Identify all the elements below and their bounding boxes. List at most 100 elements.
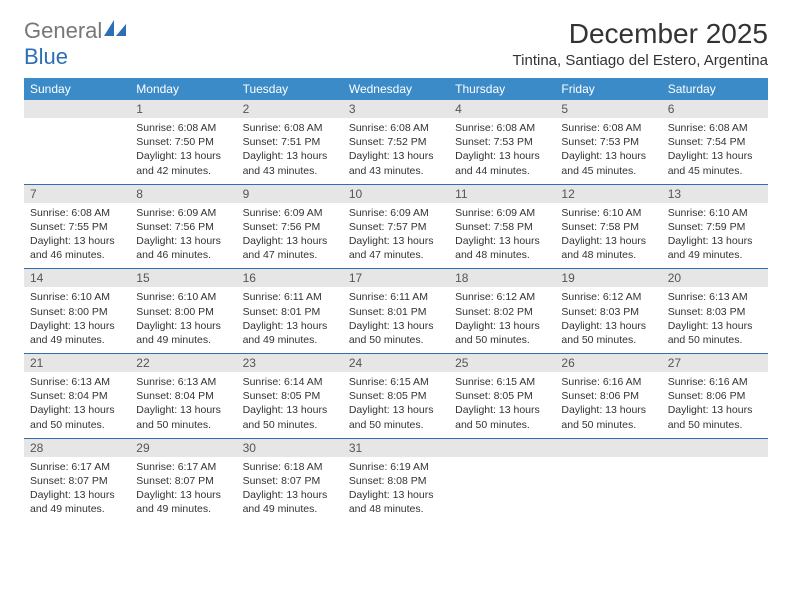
sail-icon: [102, 18, 128, 38]
daylight-text: Daylight: 13 hours and 46 minutes.: [30, 234, 124, 262]
daylight-text: Daylight: 13 hours and 49 minutes.: [30, 488, 124, 516]
day-header: Tuesday: [237, 78, 343, 100]
calendar-cell: 30Sunrise: 6:18 AMSunset: 8:07 PMDayligh…: [237, 438, 343, 522]
daylight-text: Daylight: 13 hours and 49 minutes.: [136, 488, 230, 516]
daylight-text: Daylight: 13 hours and 48 minutes.: [561, 234, 655, 262]
daylight-text: Daylight: 13 hours and 50 minutes.: [455, 319, 549, 347]
sunrise-text: Sunrise: 6:11 AM: [243, 290, 337, 304]
day-body: Sunrise: 6:18 AMSunset: 8:07 PMDaylight:…: [237, 457, 343, 523]
calendar-cell: 5Sunrise: 6:08 AMSunset: 7:53 PMDaylight…: [555, 100, 661, 184]
sunset-text: Sunset: 8:01 PM: [243, 305, 337, 319]
calendar-week-row: 1 Sunrise: 6:08 AM Sunset: 7:50 PM Daylight…: [24, 100, 768, 184]
sunrise-text: Sunrise: 6:18 AM: [243, 460, 337, 474]
day-body: Sunrise: 6:14 AMSunset: 8:05 PMDaylight:…: [237, 372, 343, 438]
calendar-cell: 19Sunrise: 6:12 AMSunset: 8:03 PMDayligh…: [555, 269, 661, 354]
sunrise-text: Sunrise: 6:10 AM: [561, 206, 655, 220]
daylight-text: Daylight: 13 hours and 50 minutes.: [136, 403, 230, 431]
sunrise-text: Sunrise: 6:15 AM: [455, 375, 549, 389]
calendar-cell: 6Sunrise: 6:08 AMSunset: 7:54 PMDaylight…: [662, 100, 768, 184]
daylight-text: Daylight: 13 hours and 49 minutes.: [136, 319, 230, 347]
day-number: [24, 100, 130, 118]
sunrise-text: Sunrise: 6:17 AM: [136, 460, 230, 474]
brand-text: General Blue: [24, 18, 128, 70]
calendar-week-row: 28Sunrise: 6:17 AMSunset: 8:07 PMDayligh…: [24, 438, 768, 522]
brand-word-1: General: [24, 18, 102, 43]
calendar-cell: 10Sunrise: 6:09 AMSunset: 7:57 PMDayligh…: [343, 184, 449, 269]
day-number: 6: [662, 100, 768, 118]
header-row: General Blue December 2025 Tintina, Sant…: [24, 18, 768, 70]
day-header: Friday: [555, 78, 661, 100]
sunset-text: Sunset: 8:00 PM: [136, 305, 230, 319]
title-block: December 2025 Tintina, Santiago del Este…: [513, 18, 768, 69]
sunset-text: Sunset: 8:04 PM: [30, 389, 124, 403]
calendar-cell: [24, 100, 130, 184]
day-number: 1: [130, 100, 236, 118]
day-body: Sunrise: 6:09 AMSunset: 7:56 PMDaylight:…: [130, 203, 236, 269]
day-number: 26: [555, 354, 661, 372]
daylight-text: Daylight: 13 hours and 50 minutes.: [455, 403, 549, 431]
sunset-text: Sunset: 8:05 PM: [243, 389, 337, 403]
daylight-text: Daylight: 13 hours and 50 minutes.: [243, 403, 337, 431]
calendar-cell: 3Sunrise: 6:08 AMSunset: 7:52 PMDaylight…: [343, 100, 449, 184]
sunset-text: Sunset: 7:53 PM: [455, 135, 549, 149]
sunset-text: Sunset: 7:52 PM: [349, 135, 443, 149]
day-number: 10: [343, 185, 449, 203]
calendar-cell: 1Sunrise: 6:08 AMSunset: 7:50 PMDaylight…: [130, 100, 236, 184]
sunset-text: Sunset: 8:00 PM: [30, 305, 124, 319]
day-number: 29: [130, 439, 236, 457]
day-number: 8: [130, 185, 236, 203]
day-number: 20: [662, 269, 768, 287]
day-body: Sunrise: 6:16 AMSunset: 8:06 PMDaylight:…: [662, 372, 768, 438]
sunrise-text: Sunrise: 6:13 AM: [30, 375, 124, 389]
day-number: 30: [237, 439, 343, 457]
calendar-cell: 12Sunrise: 6:10 AMSunset: 7:58 PMDayligh…: [555, 184, 661, 269]
calendar-cell: 15Sunrise: 6:10 AMSunset: 8:00 PMDayligh…: [130, 269, 236, 354]
sunrise-text: Sunrise: 6:09 AM: [136, 206, 230, 220]
day-body: [24, 118, 130, 178]
day-number: 16: [237, 269, 343, 287]
day-number: 21: [24, 354, 130, 372]
sunrise-text: Sunrise: 6:15 AM: [349, 375, 443, 389]
day-body: [662, 457, 768, 517]
sunset-text: Sunset: 7:51 PM: [243, 135, 337, 149]
sunrise-text: Sunrise: 6:10 AM: [668, 206, 762, 220]
day-body: Sunrise: 6:08 AMSunset: 7:53 PMDaylight:…: [449, 118, 555, 184]
calendar-table: Sunday Monday Tuesday Wednesday Thursday…: [24, 78, 768, 522]
sunset-text: Sunset: 7:50 PM: [136, 135, 230, 149]
day-body: Sunrise: 6:09 AMSunset: 7:58 PMDaylight:…: [449, 203, 555, 269]
sunrise-text: Sunrise: 6:08 AM: [455, 121, 549, 135]
day-number: 2: [237, 100, 343, 118]
calendar-cell: 24Sunrise: 6:15 AMSunset: 8:05 PMDayligh…: [343, 354, 449, 439]
day-body: Sunrise: 6:11 AMSunset: 8:01 PMDaylight:…: [343, 287, 449, 353]
sunrise-text: Sunrise: 6:17 AM: [30, 460, 124, 474]
sunset-text: Sunset: 8:08 PM: [349, 474, 443, 488]
day-body: Sunrise: 6:19 AMSunset: 8:08 PMDaylight:…: [343, 457, 449, 523]
sunset-text: Sunset: 8:02 PM: [455, 305, 549, 319]
day-body: Sunrise: 6:13 AMSunset: 8:04 PMDaylight:…: [130, 372, 236, 438]
sunset-text: Sunset: 7:53 PM: [561, 135, 655, 149]
day-number: 4: [449, 100, 555, 118]
sunset-text: Sunset: 7:59 PM: [668, 220, 762, 234]
day-body: Sunrise: 6:09 AMSunset: 7:56 PMDaylight:…: [237, 203, 343, 269]
daylight-text: Daylight: 13 hours and 50 minutes.: [30, 403, 124, 431]
day-number: 12: [555, 185, 661, 203]
sunset-text: Sunset: 7:56 PM: [243, 220, 337, 234]
daylight-text: Daylight: 13 hours and 50 minutes.: [561, 319, 655, 347]
day-body: Sunrise: 6:10 AMSunset: 8:00 PMDaylight:…: [130, 287, 236, 353]
sunrise-text: Sunrise: 6:13 AM: [668, 290, 762, 304]
daylight-text: Daylight: 13 hours and 43 minutes.: [243, 149, 337, 177]
calendar-cell: 2Sunrise: 6:08 AMSunset: 7:51 PMDaylight…: [237, 100, 343, 184]
sunrise-text: Sunrise: 6:14 AM: [243, 375, 337, 389]
day-number: 27: [662, 354, 768, 372]
daylight-text: Daylight: 13 hours and 47 minutes.: [349, 234, 443, 262]
day-number: [449, 439, 555, 457]
daylight-text: Daylight: 13 hours and 47 minutes.: [243, 234, 337, 262]
day-header: Wednesday: [343, 78, 449, 100]
sunrise-text: Sunrise: 6:16 AM: [668, 375, 762, 389]
calendar-cell: 20Sunrise: 6:13 AMSunset: 8:03 PMDayligh…: [662, 269, 768, 354]
day-body: Sunrise: 6:13 AMSunset: 8:04 PMDaylight:…: [24, 372, 130, 438]
sunset-text: Sunset: 8:06 PM: [561, 389, 655, 403]
calendar-cell: 31Sunrise: 6:19 AMSunset: 8:08 PMDayligh…: [343, 438, 449, 522]
day-header: Sunday: [24, 78, 130, 100]
day-number: 28: [24, 439, 130, 457]
